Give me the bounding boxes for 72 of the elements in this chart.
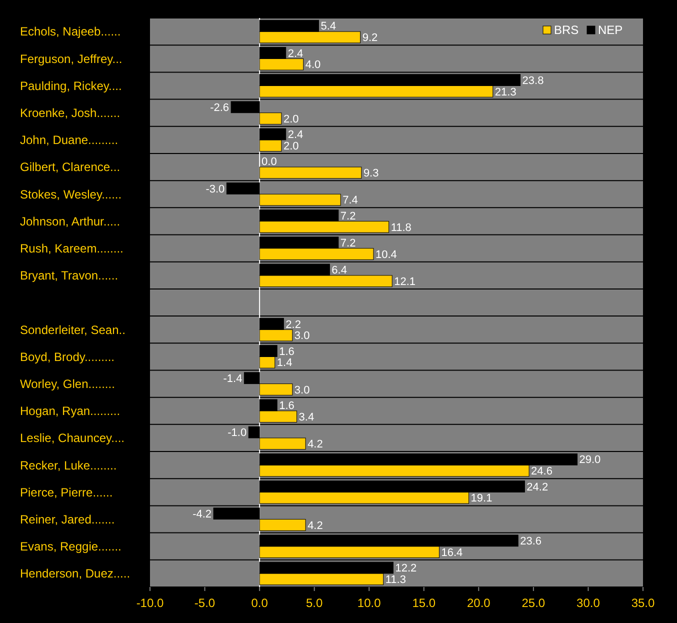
data-label: 3.0 <box>294 330 310 342</box>
y-tick-label: Reiner, Jared....... <box>20 512 115 526</box>
data-label: 23.8 <box>522 74 544 87</box>
data-label: 2.0 <box>283 113 299 126</box>
data-label: 7.2 <box>340 237 356 250</box>
data-label: 6.4 <box>332 264 347 277</box>
data-label: 1.6 <box>279 346 294 358</box>
data-label: 11.3 <box>385 574 406 586</box>
data-label: -1.4 <box>223 372 242 385</box>
data-label: 24.6 <box>531 466 552 478</box>
y-tick-label: Boyd, Brody......... <box>20 350 114 364</box>
y-tick-label: Recker, Luke........ <box>20 458 117 472</box>
data-label: 4.0 <box>305 59 321 72</box>
data-label: 2.4 <box>288 48 304 60</box>
x-tick-label: 30.0 <box>576 596 600 610</box>
legend-label: NEP <box>598 23 623 38</box>
y-tick-label: Bryant, Travon...... <box>20 268 118 283</box>
x-tick-label: 5.0 <box>306 596 323 610</box>
data-label: 2.4 <box>288 129 304 142</box>
data-label: 23.6 <box>520 536 542 548</box>
data-label: 2.0 <box>283 140 299 152</box>
data-label: 7.4 <box>342 194 358 207</box>
data-label: 2.2 <box>286 318 301 331</box>
data-label: 4.2 <box>308 520 323 532</box>
data-label: 7.2 <box>340 210 356 222</box>
y-tick-label: Johnson, Arthur..... <box>20 214 120 228</box>
legend-label: BRS <box>554 23 579 38</box>
y-tick-label: Gilbert, Clarence... <box>20 160 120 174</box>
y-tick-label: John, Duane......... <box>20 133 118 148</box>
data-label: -3.0 <box>206 183 225 196</box>
x-tick-label: 10.0 <box>357 596 382 610</box>
data-label: 3.0 <box>294 384 310 396</box>
data-label: 9.3 <box>363 168 379 180</box>
y-tick-label: Hogan, Ryan......... <box>20 404 120 418</box>
y-tick-label: Leslie, Chauncey.... <box>20 431 125 446</box>
data-label: 5.4 <box>320 20 336 33</box>
data-label: -2.6 <box>210 102 230 114</box>
y-tick-label: Stokes, Wesley...... <box>20 187 122 202</box>
y-tick-label: Rush, Kareem........ <box>20 242 124 256</box>
data-label: 12.1 <box>394 276 416 288</box>
y-tick-label: Evans, Reggie....... <box>20 540 122 554</box>
x-tick-label: 25.0 <box>522 596 546 610</box>
data-label: 9.2 <box>362 32 378 44</box>
y-tick-label: Worley, Glen........ <box>20 376 115 391</box>
data-label: 4.2 <box>308 438 323 451</box>
data-label: 12.2 <box>395 562 417 575</box>
y-tick-label: Pierce, Pierre...... <box>20 485 113 500</box>
data-label: 10.4 <box>375 248 397 261</box>
x-tick-label: 15.0 <box>412 596 436 610</box>
y-tick-label: Kroenke, Josh....... <box>20 106 120 120</box>
x-tick-label: 0.0 <box>251 596 268 610</box>
y-tick-label: Sonderleiter, Sean.. <box>20 322 126 337</box>
y-tick-label: Echols, Najeeb...... <box>20 24 121 39</box>
y-tick-label: Ferguson, Jeffrey... <box>20 52 122 66</box>
data-label: 21.3 <box>494 86 516 98</box>
data-label: 24.2 <box>526 481 548 494</box>
data-label: 19.1 <box>470 492 492 505</box>
data-label: 3.4 <box>298 411 314 424</box>
x-tick-label: -10.0 <box>136 596 164 610</box>
data-label: -1.0 <box>228 427 247 440</box>
x-tick-label: 20.0 <box>466 596 491 610</box>
data-label: 1.4 <box>276 357 292 370</box>
y-tick-label: Paulding, Rickey.... <box>20 78 122 93</box>
data-label: -4.2 <box>192 508 212 520</box>
data-label: 16.4 <box>441 546 463 559</box>
data-label: 1.6 <box>279 400 294 412</box>
x-tick-label: -5.0 <box>194 596 216 610</box>
y-tick-label: Henderson, Duez..... <box>20 566 130 581</box>
x-tick-label: 35.0 <box>631 596 655 610</box>
data-label: 0.0 <box>262 156 277 168</box>
data-label: 29.0 <box>579 454 601 466</box>
data-label: 11.8 <box>390 222 412 234</box>
